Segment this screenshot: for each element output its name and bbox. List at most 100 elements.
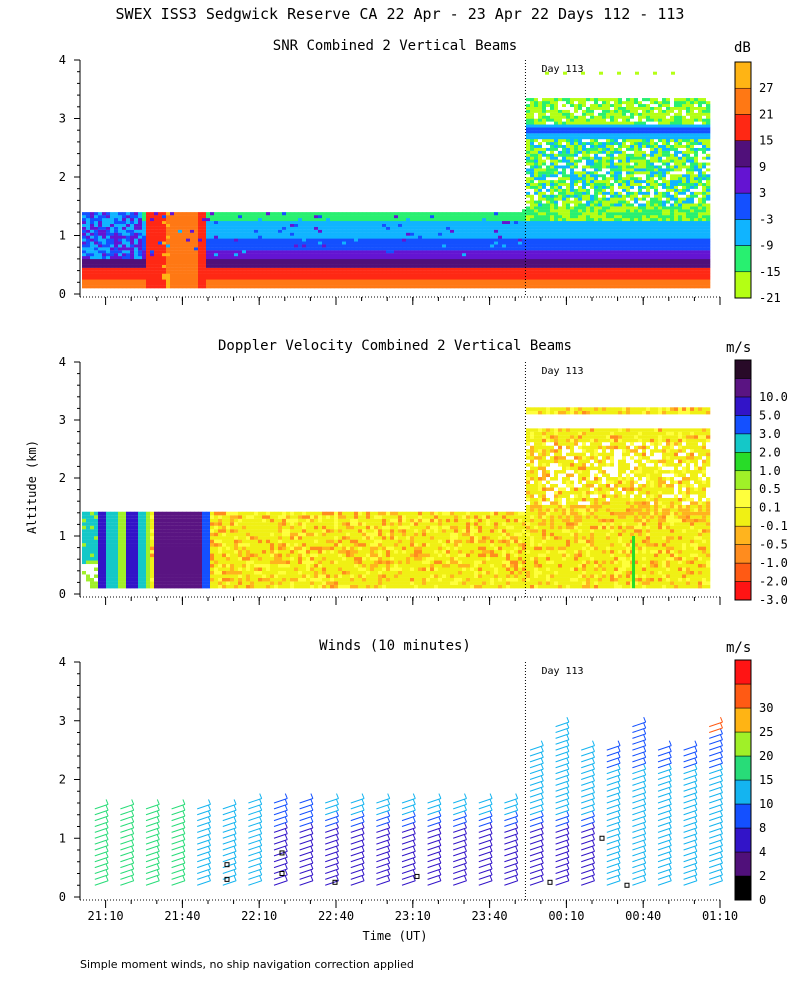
- snr-cell: [386, 256, 391, 260]
- snr-cell: [382, 264, 387, 268]
- snr-cell: [542, 98, 547, 102]
- snr-cell: [130, 250, 135, 254]
- snr-cell: [430, 285, 435, 289]
- snr-cell: [650, 203, 655, 207]
- snr-cell: [314, 256, 319, 260]
- snr-cell: [562, 156, 567, 160]
- snr-cell: [642, 282, 647, 286]
- snr-cell: [278, 238, 283, 242]
- snr-cell: [418, 215, 423, 219]
- snr-cell: [278, 282, 283, 286]
- snr-cell: [594, 270, 599, 274]
- snr-cell: [542, 200, 547, 204]
- snr-cell: [566, 279, 571, 283]
- snr-cell: [638, 121, 643, 125]
- snr-cell: [578, 261, 583, 265]
- snr-cell: [178, 235, 183, 239]
- snr-cell: [122, 264, 127, 268]
- snr-cell: [602, 226, 607, 230]
- snr-cell: [478, 235, 483, 239]
- snr-cell: [462, 258, 467, 263]
- snr-cell: [218, 238, 223, 242]
- snr-cell: [286, 215, 291, 219]
- snr-cell: [562, 267, 567, 271]
- snr-cell: [438, 247, 443, 251]
- snr-cell: [598, 235, 603, 239]
- snr-cell: [294, 256, 299, 260]
- snr-cell: [294, 273, 299, 277]
- snr-cell: [530, 212, 535, 216]
- snr-cell: [414, 250, 419, 254]
- snr-cell: [138, 238, 143, 242]
- snr-cell: [102, 256, 107, 260]
- snr-cell: [206, 285, 211, 289]
- snr-cell: [534, 103, 539, 107]
- snr-cell: [118, 235, 123, 239]
- snr-cell: [574, 141, 579, 146]
- snr-cell: [558, 141, 563, 146]
- snr-cell: [130, 241, 135, 245]
- snr-cell: [210, 235, 215, 239]
- snr-cell: [286, 279, 291, 283]
- snr-cell: [274, 212, 279, 216]
- snr-cell: [610, 261, 615, 265]
- snr-cell: [598, 247, 603, 251]
- snr-cell: [582, 139, 587, 143]
- snr-cell: [266, 258, 271, 263]
- snr-cell: [170, 235, 175, 239]
- snr-cell: [338, 212, 343, 216]
- snr-cell: [582, 209, 587, 213]
- snr-cell: [170, 264, 175, 268]
- snr-cell: [646, 141, 651, 146]
- snr-cell: [362, 235, 367, 239]
- snr-cell: [594, 194, 599, 198]
- snr-cell: [190, 217, 195, 222]
- snr-cell: [542, 267, 547, 271]
- snr-cell: [186, 217, 191, 222]
- snr-cell: [602, 174, 607, 178]
- snr-cell: [554, 98, 559, 102]
- snr-cell: [454, 247, 459, 251]
- snr-cell: [638, 264, 643, 268]
- snr-cell: [442, 279, 447, 283]
- snr-cell: [210, 267, 215, 271]
- snr-cell: [210, 264, 215, 268]
- snr-cell: [542, 217, 547, 222]
- snr-cell: [226, 223, 231, 227]
- snr-cell: [574, 258, 579, 263]
- snr-cell: [182, 247, 187, 251]
- snr-cell: [510, 229, 515, 233]
- snr-cell: [578, 112, 583, 116]
- snr-cell: [574, 206, 579, 210]
- snr-cell: [294, 229, 299, 233]
- snr-cell: [630, 127, 635, 131]
- snr-cell: [542, 253, 547, 257]
- snr-cell: [550, 273, 555, 277]
- snr-cell: [558, 185, 563, 189]
- snr-cell: [366, 238, 371, 242]
- snr-cell: [538, 267, 543, 271]
- snr-cell: [302, 229, 307, 233]
- snr-cell: [98, 215, 103, 219]
- snr-cell: [334, 241, 339, 245]
- snr-cell: [458, 244, 463, 248]
- snr-cell: [182, 282, 187, 286]
- snr-cell: [558, 267, 563, 271]
- snr-cell: [586, 250, 591, 254]
- snr-cell: [510, 264, 515, 268]
- snr-cell: [130, 220, 135, 224]
- snr-cell: [574, 171, 579, 175]
- snr-cell: [562, 258, 567, 263]
- snr-cell: [342, 223, 347, 227]
- snr-cell: [642, 124, 647, 128]
- snr-cell: [186, 256, 191, 260]
- snr-cell: [378, 276, 383, 280]
- snr-cell: [546, 115, 551, 119]
- snr-cell: [130, 285, 135, 289]
- snr-cell: [82, 279, 87, 283]
- snr-cell: [610, 162, 615, 166]
- snr-cell: [530, 282, 535, 286]
- snr-cell: [582, 179, 587, 184]
- snr-cell: [530, 133, 535, 137]
- snr-cell: [646, 267, 651, 271]
